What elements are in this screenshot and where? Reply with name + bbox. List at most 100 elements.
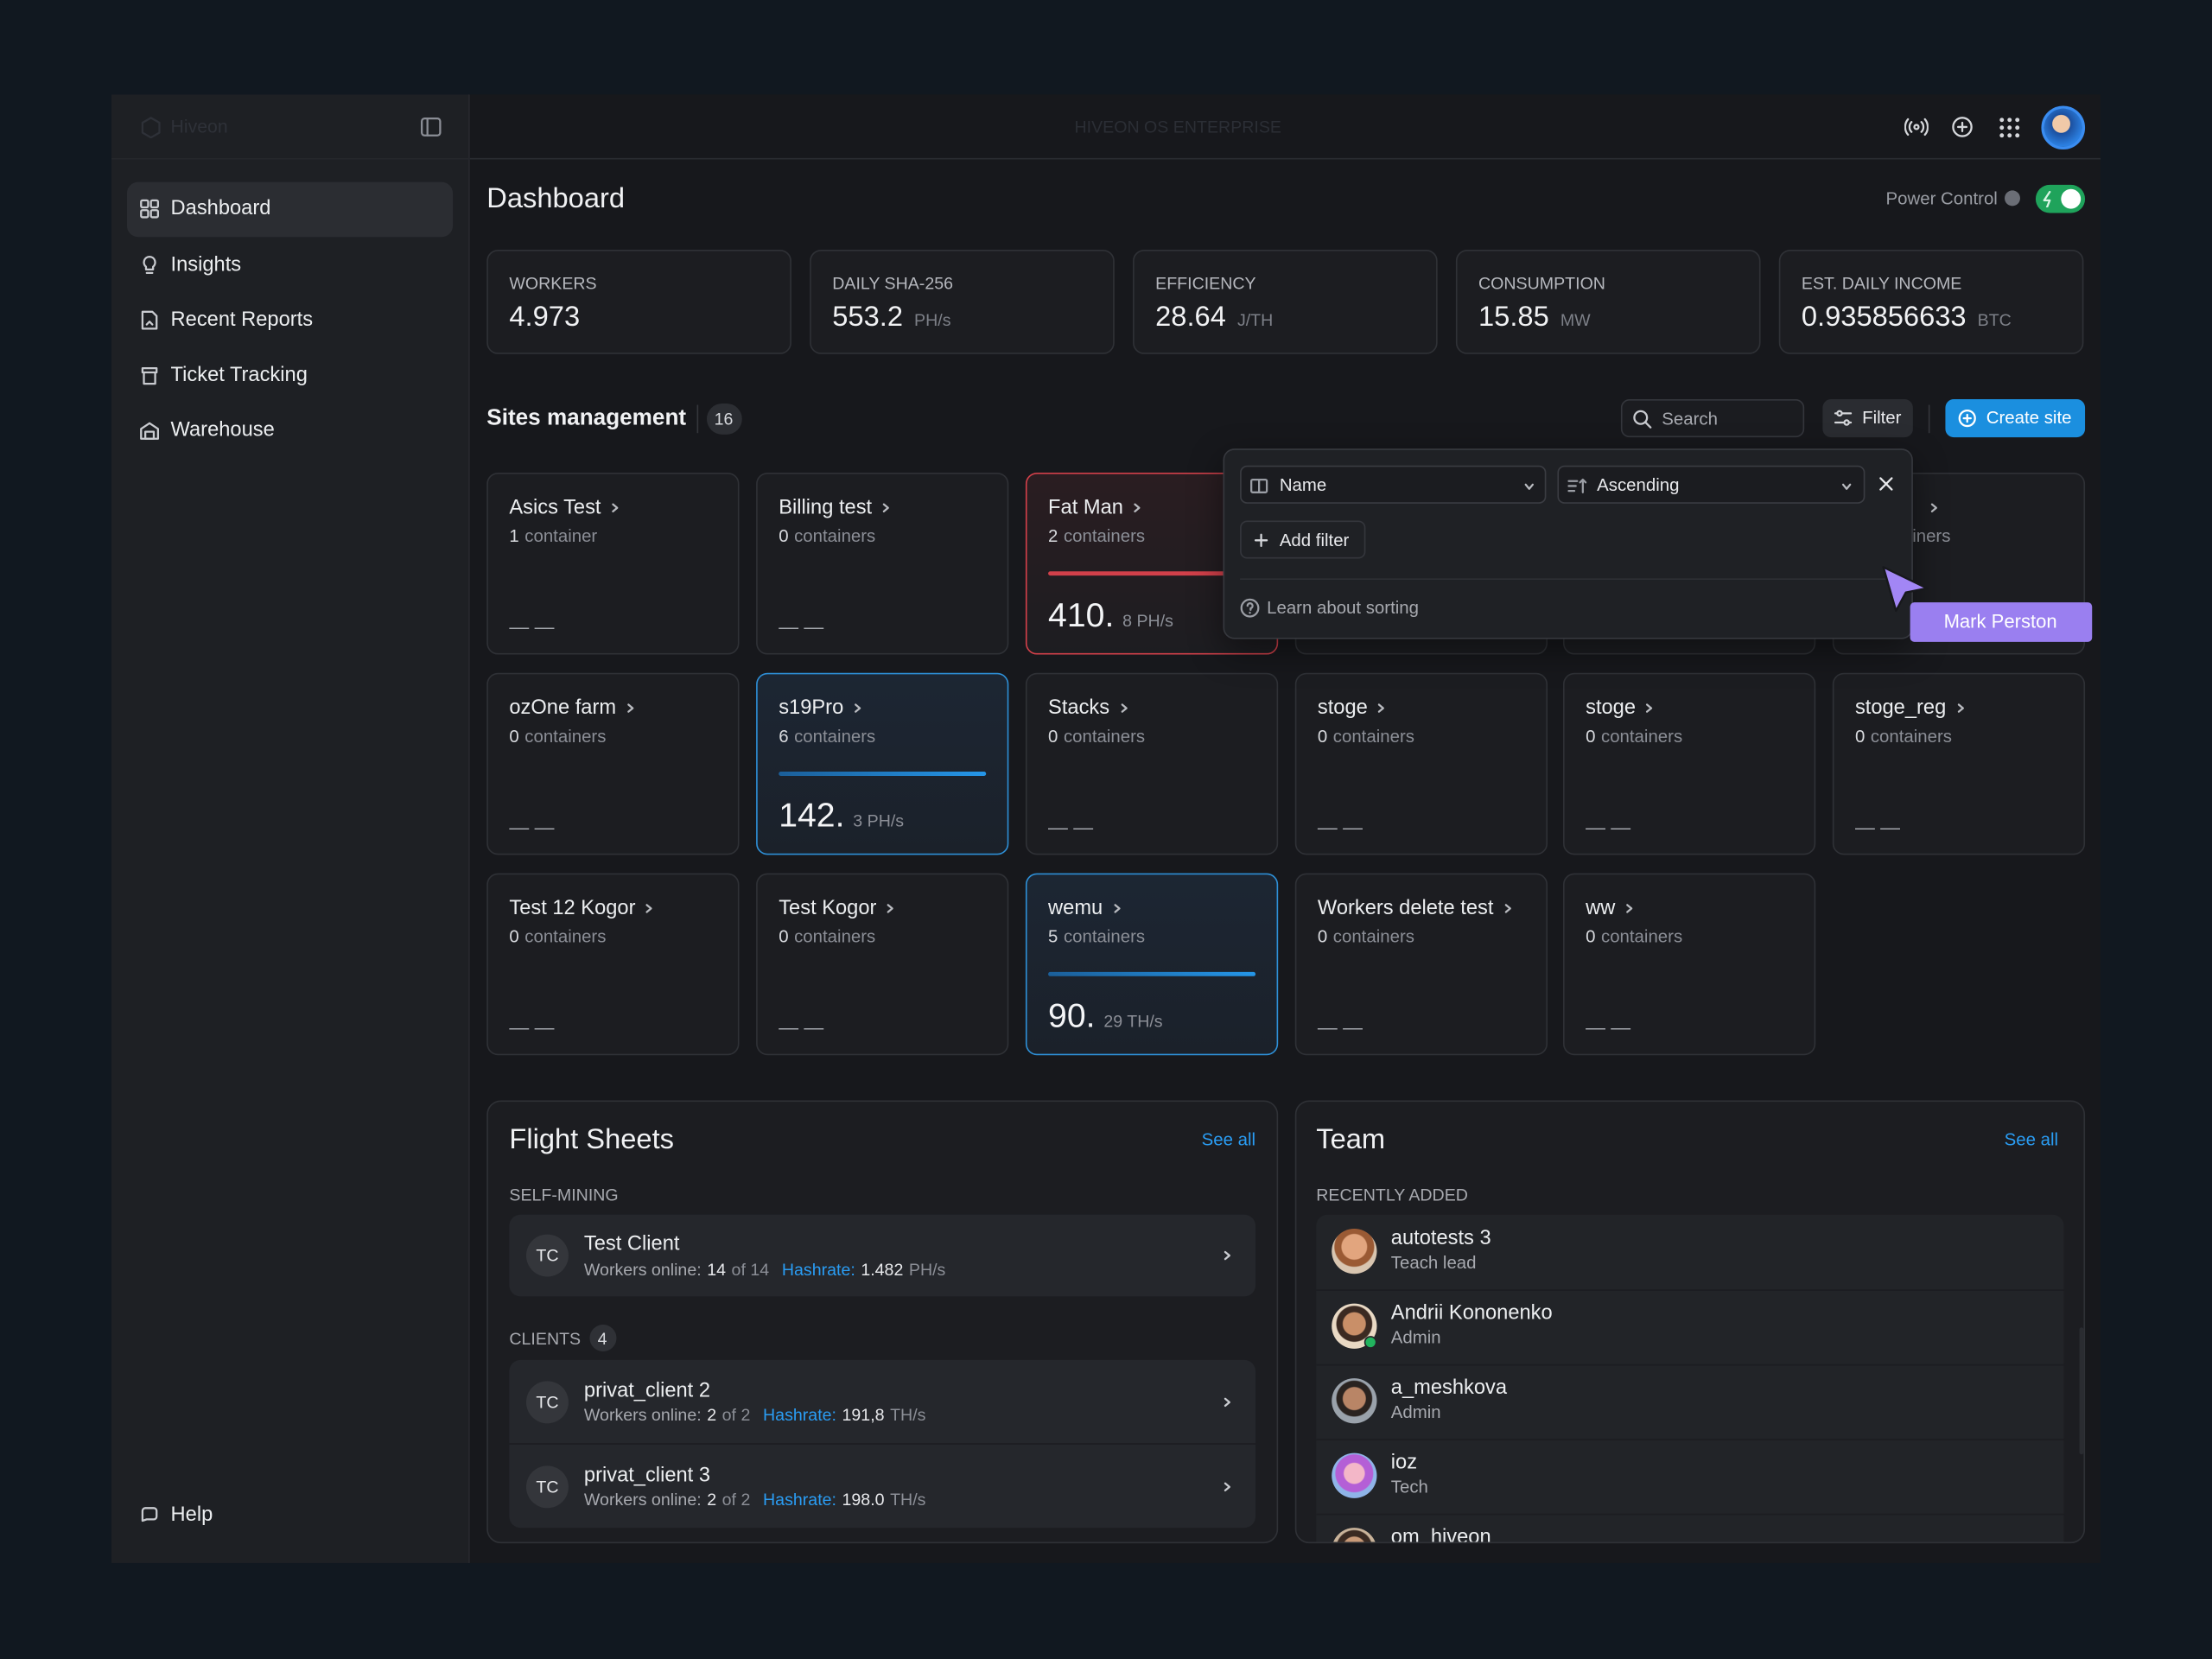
site-card[interactable]: stoge 0 containers — — bbox=[1562, 672, 1816, 855]
site-name-line[interactable]: s19Pro bbox=[779, 694, 863, 722]
clients-group: TC privat_client 2 Workers online: 2 of 2 Has… bbox=[509, 1359, 1256, 1529]
site-card[interactable]: stoge_reg 0 containers — — bbox=[1832, 672, 2086, 855]
site-card[interactable]: stoge 0 containers — — bbox=[1294, 672, 1548, 855]
team-member[interactable]: Andrii Kononenko Admin bbox=[1316, 1289, 2064, 1364]
nav-label[interactable]: Dashboard bbox=[170, 197, 271, 220]
site-name-line[interactable]: ww bbox=[1586, 894, 1635, 923]
add-filter-label[interactable]: Add filter bbox=[1279, 530, 1350, 550]
plus-icon bbox=[1254, 533, 1268, 547]
help-label[interactable]: Help bbox=[170, 1503, 213, 1527]
site-name-line[interactable]: stoge bbox=[1586, 694, 1656, 722]
initials-avatar bbox=[525, 1380, 569, 1423]
site-name-line[interactable]: Billing test bbox=[779, 493, 892, 522]
site-name-line[interactable]: wemu bbox=[1048, 894, 1122, 923]
site-name: s19Pro bbox=[779, 696, 844, 720]
chevron-part bbox=[1930, 503, 1937, 512]
stat-value: 4.973 bbox=[509, 302, 581, 334]
member-name[interactable]: Andrii Kononenko bbox=[1390, 1301, 1553, 1325]
user-avatar[interactable] bbox=[2041, 105, 2086, 150]
flight-sheet-name[interactable]: privat_client 2 bbox=[583, 1378, 710, 1402]
member-name[interactable]: autotests 3 bbox=[1390, 1227, 1491, 1250]
flight-sheet-name[interactable]: Test Client bbox=[583, 1232, 680, 1256]
site-card[interactable]: Billing test 0 containers — — bbox=[756, 472, 1009, 655]
site-card[interactable]: Workers delete test 0 containers — — bbox=[1294, 873, 1548, 1056]
site-hashrate-unit: 8 PH/s bbox=[1122, 610, 1173, 631]
team-member[interactable]: autotests 3 Teach lead bbox=[1316, 1215, 2063, 1290]
learn-link[interactable]: Learn about sorting bbox=[1267, 597, 1419, 618]
flight-sheet-item[interactable]: TC privat_client 2 Workers online: 2 of 2 Has… bbox=[509, 1360, 1254, 1443]
site-name-line[interactable]: Workers delete test bbox=[1318, 894, 1513, 923]
site-card[interactable]: s19Pro 6 containers 142. 3 PH/s bbox=[756, 672, 1009, 855]
chevron bbox=[885, 903, 896, 914]
flight-sheet-details-part: Hashrate: bbox=[763, 1405, 836, 1425]
sort-order-label[interactable]: Ascending bbox=[1597, 474, 1680, 495]
chevron-part bbox=[1930, 503, 1937, 512]
member-name[interactable]: ioz bbox=[1390, 1452, 1418, 1475]
site-name-line[interactable]: Stacks bbox=[1048, 694, 1129, 722]
chevron-part bbox=[1224, 1396, 1231, 1407]
page-title: Dashboard bbox=[486, 182, 626, 214]
chevron bbox=[1624, 903, 1635, 914]
filter-button[interactable]: Filter bbox=[1822, 399, 1913, 438]
site-name-line[interactable]: stoge bbox=[1318, 694, 1388, 722]
flight-sheet-item[interactable]: TC privat_client 3 Workers online: 2 of 2 Has… bbox=[509, 1445, 1254, 1528]
member-name[interactable]: om_hiveon bbox=[1390, 1526, 1491, 1544]
search-placeholder[interactable]: Search bbox=[1662, 408, 1718, 429]
site-card[interactable]: wemu 5 containers 90. 29 TH/s bbox=[1025, 873, 1279, 1056]
nav-label[interactable]: Warehouse bbox=[170, 418, 275, 442]
site-card[interactable]: ww 0 containers — — bbox=[1562, 873, 1816, 1056]
site-card[interactable]: Test 12 Kogor 0 containers — — bbox=[486, 873, 740, 1056]
nav-item[interactable]: Dashboard bbox=[126, 181, 454, 238]
site-card[interactable]: Test Kogor 0 containers — — bbox=[756, 873, 1009, 1056]
nav-item[interactable]: Warehouse bbox=[127, 404, 453, 459]
create-site-button[interactable]: Create site bbox=[1945, 399, 2086, 438]
sort-field-select[interactable]: Name bbox=[1240, 465, 1547, 504]
site-containers: 1 container bbox=[509, 524, 602, 549]
flight-sheet-name[interactable]: privat_client 3 bbox=[583, 1463, 710, 1486]
site-name-line[interactable]: Test Kogor bbox=[779, 894, 896, 923]
initials-text: TC bbox=[536, 1476, 559, 1497]
sort-order-select[interactable]: Ascending bbox=[1557, 465, 1866, 504]
help-item[interactable]: Help bbox=[127, 1488, 453, 1541]
create-icon-part bbox=[1958, 409, 1976, 428]
nav-label[interactable]: Recent Reports bbox=[170, 308, 314, 332]
team-member[interactable]: om_hiveon bbox=[1316, 1513, 2064, 1544]
site-card[interactable]: Asics Test 1 container — — bbox=[486, 472, 740, 655]
nav-label[interactable]: Ticket Tracking bbox=[170, 364, 308, 387]
toggle-bolt-part bbox=[2043, 190, 2051, 208]
site-name-line[interactable]: Fat Man bbox=[1048, 493, 1143, 522]
site-name-line[interactable]: Test 12 Kogor bbox=[509, 894, 655, 923]
flight-sheet-item[interactable]: TC Test Client Workers online: 14 of 14 Hashr… bbox=[509, 1215, 1254, 1297]
nav-item[interactable]: Ticket Tracking bbox=[127, 348, 453, 404]
close-popover[interactable] bbox=[1878, 475, 1895, 493]
team-member[interactable]: a_meshkova Admin bbox=[1316, 1363, 2064, 1440]
chevron-part bbox=[626, 703, 633, 714]
site-count: 0 bbox=[509, 926, 519, 947]
search-box[interactable]: Search bbox=[1620, 399, 1805, 438]
clients-count: 4 bbox=[597, 1328, 607, 1349]
site-name-line[interactable]: Asics Test bbox=[509, 493, 620, 522]
nav-item[interactable]: Insights bbox=[127, 238, 453, 294]
site-card[interactable]: ozOne farm 0 containers — — bbox=[486, 672, 740, 855]
site-progress bbox=[779, 772, 987, 776]
see-all-link[interactable]: See all bbox=[1201, 1128, 1256, 1149]
site-name-line[interactable]: ozOne farm bbox=[509, 694, 636, 722]
create-label[interactable]: Create site bbox=[1986, 407, 2072, 427]
order-icon-part bbox=[1567, 478, 1587, 493]
nav-label[interactable]: Insights bbox=[170, 253, 242, 276]
filter-label[interactable]: Filter bbox=[1862, 407, 1902, 427]
see-all-link[interactable]: See all bbox=[2004, 1128, 2059, 1149]
member-name[interactable]: a_meshkova bbox=[1390, 1376, 1508, 1400]
power-toggle[interactable] bbox=[2035, 184, 2086, 213]
chevron-part bbox=[854, 703, 861, 714]
add-filter-button[interactable]: Add filter bbox=[1240, 520, 1366, 559]
site-card[interactable]: Stacks 0 containers — — bbox=[1025, 672, 1279, 855]
team-member[interactable]: ioz Tech bbox=[1316, 1439, 2064, 1514]
sort-field-label[interactable]: Name bbox=[1279, 474, 1327, 495]
nav-item[interactable]: Recent Reports bbox=[127, 294, 453, 349]
logo-icon bbox=[140, 116, 162, 138]
site-name-line[interactable]: stoge_reg bbox=[1855, 694, 1966, 722]
nav-icon bbox=[140, 365, 160, 385]
site-count: 0 bbox=[1048, 726, 1058, 747]
site-name: ozOne farm bbox=[509, 696, 617, 720]
